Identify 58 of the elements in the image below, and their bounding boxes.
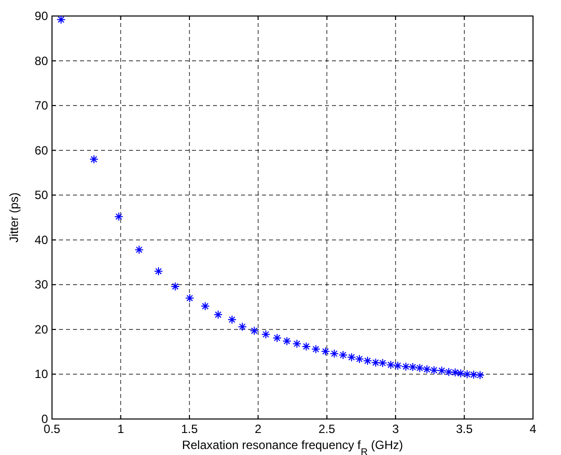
point (422, 364, 432, 374)
y-tick-label: 50 (34, 188, 48, 202)
point (347, 352, 356, 362)
point (330, 349, 339, 358)
x-tick-label: 3.5 (456, 422, 473, 436)
point (154, 266, 164, 276)
y-tick-label: 90 (34, 9, 48, 23)
point (89, 154, 98, 164)
x-tick-label: 2.5 (318, 422, 336, 436)
point (261, 330, 270, 339)
point (378, 358, 388, 368)
point (282, 336, 292, 346)
x-tick-label: 1.5 (181, 422, 198, 436)
y-tick-label: 70 (34, 98, 48, 113)
point (476, 370, 485, 380)
y-tick-label: 40 (34, 232, 48, 247)
point (292, 339, 302, 348)
y-tick-label: 80 (34, 54, 48, 68)
point (354, 354, 364, 364)
y-tick-label: 20 (34, 322, 48, 336)
point (363, 356, 372, 366)
point (437, 366, 446, 376)
point (430, 366, 439, 375)
x-tick-label: 2 (254, 422, 262, 436)
x-tick-label: 3 (392, 422, 400, 436)
point (272, 333, 282, 342)
point (114, 212, 124, 222)
y-tick-label: 30 (34, 278, 48, 292)
point (185, 294, 194, 303)
point (302, 342, 311, 351)
point (408, 362, 418, 372)
x-tick-label: 4 (530, 422, 537, 436)
point (450, 368, 460, 377)
point (214, 310, 223, 320)
point (250, 326, 259, 336)
point (415, 363, 424, 372)
point (371, 358, 380, 368)
point (228, 315, 237, 324)
point (170, 282, 180, 291)
y-axis-title: Jitter (ps) (7, 192, 21, 243)
y-tick-label: 60 (34, 143, 48, 158)
point (469, 370, 478, 380)
point (462, 370, 472, 379)
point (320, 346, 330, 356)
point (386, 360, 396, 370)
point (200, 302, 210, 311)
x-tick-label: 1 (117, 422, 124, 436)
point (456, 368, 466, 378)
point (311, 344, 320, 354)
point (444, 367, 454, 376)
point (238, 322, 247, 332)
point (338, 350, 348, 360)
point (401, 362, 410, 372)
x-axis-title: Relaxation resonance frequency f$_{R}$ (GHz) (182, 438, 404, 455)
point (134, 245, 144, 254)
point (56, 15, 66, 24)
point (393, 361, 402, 370)
y-tick-label: 10 (34, 367, 48, 382)
